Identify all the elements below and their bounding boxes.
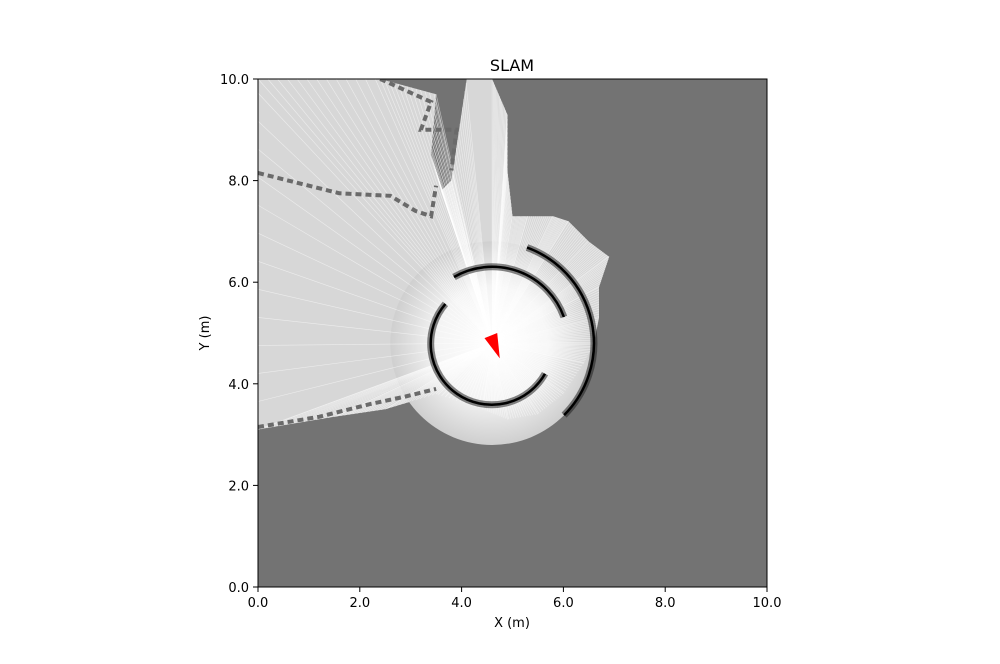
x-tick-label: 2.0 — [349, 596, 370, 611]
y-tick-label: 6.0 — [228, 276, 249, 291]
y-tick-label: 0.0 — [228, 581, 249, 596]
chart-title: SLAM — [490, 56, 534, 75]
x-tick-label: 0.0 — [248, 596, 269, 611]
y-tick-label: 2.0 — [228, 479, 249, 494]
occupancy-grid-map — [258, 79, 767, 587]
y-axis-label: Y (m) — [198, 316, 213, 352]
y-tick-label: 10.0 — [220, 73, 249, 88]
x-tick-label: 10.0 — [753, 596, 782, 611]
x-axis-label: X (m) — [494, 616, 530, 631]
y-tick-label: 8.0 — [228, 175, 249, 190]
x-axis-ticks: 0.0 2.0 4.0 6.0 8.0 10.0 — [248, 587, 782, 611]
x-tick-label: 4.0 — [451, 596, 472, 611]
x-tick-label: 8.0 — [655, 596, 676, 611]
y-axis-ticks: 0.0 2.0 4.0 6.0 8.0 10.0 — [220, 73, 258, 596]
y-tick-label: 4.0 — [228, 378, 249, 393]
x-tick-label: 6.0 — [553, 596, 574, 611]
